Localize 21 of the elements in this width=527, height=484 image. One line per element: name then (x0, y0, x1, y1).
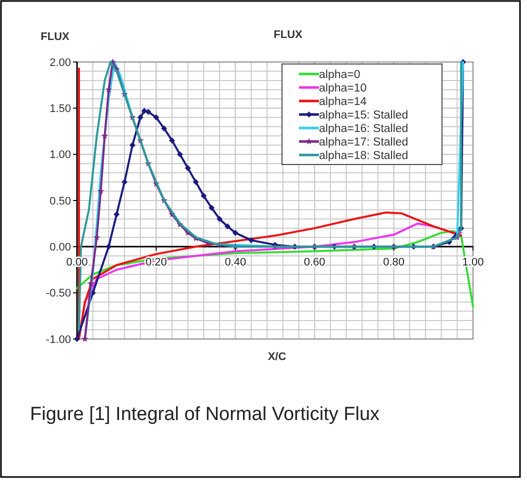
x-tick-label: 0.60 (304, 256, 326, 269)
y-tick-label: 2.00 (50, 56, 71, 69)
legend-label: alpha=18: Stalled (319, 150, 408, 162)
chart-title: FLUX (274, 29, 304, 41)
legend-label: alpha=15: Stalled (319, 110, 408, 122)
legend-label: alpha=16: Stalled (319, 123, 408, 136)
y-tick-label: 0.50 (50, 195, 71, 208)
x-tick-label: 0.40 (224, 256, 246, 269)
y-axis-title: FLUX (40, 31, 70, 43)
legend-label: alpha=0 (319, 69, 360, 82)
legend-label: alpha=17: Stalled (319, 136, 408, 149)
y-tick-label: 1.50 (50, 103, 71, 116)
legend-label: alpha=10 (319, 82, 367, 95)
text: Figure [1] Integral of Normal Vorticity Flux (30, 404, 380, 425)
y-tick-label: 0.00 (50, 242, 71, 254)
x-tick-label: 0.80 (383, 256, 405, 269)
y-tick-label: -1.00 (46, 334, 71, 346)
y-tick-label: 1.00 (50, 149, 71, 162)
legend-label: alpha=14 (319, 96, 368, 108)
y-tick-label: -0.50 (46, 288, 71, 300)
x-axis-title: X/C (268, 351, 286, 363)
